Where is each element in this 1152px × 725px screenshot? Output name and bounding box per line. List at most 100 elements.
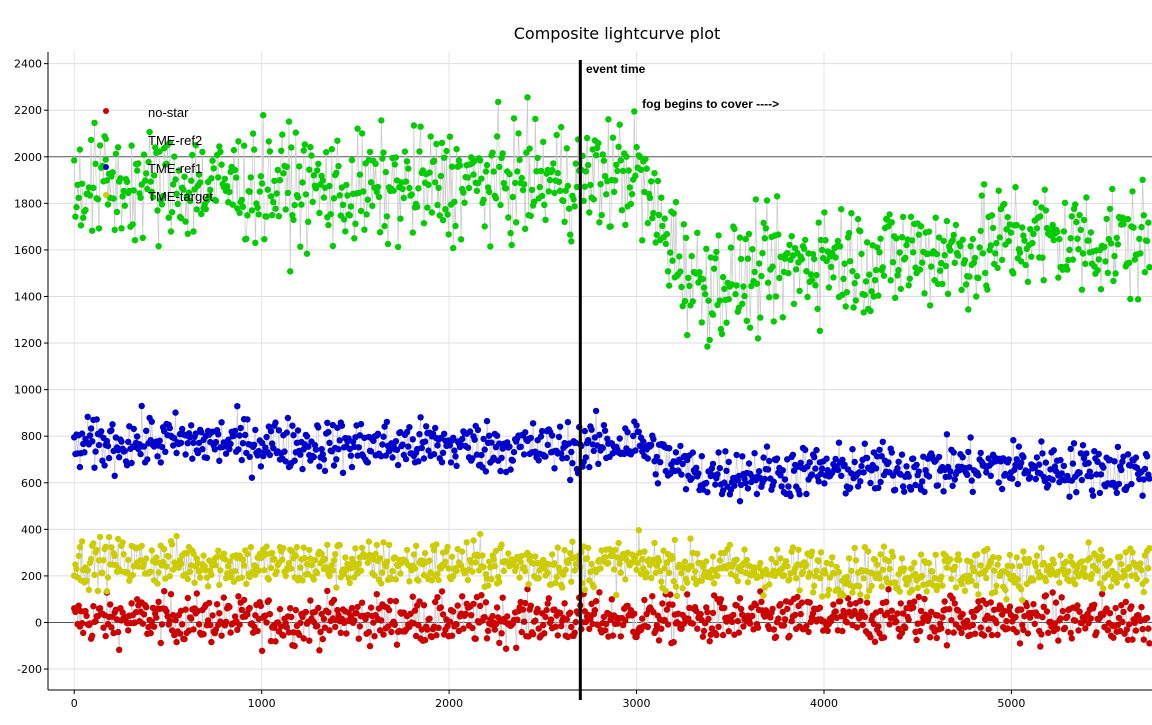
data-point (1028, 253, 1035, 260)
data-point (481, 446, 488, 453)
data-point (1066, 493, 1073, 500)
data-point (156, 437, 163, 444)
data-point (1016, 563, 1024, 570)
data-point (723, 467, 730, 474)
data-point (1042, 577, 1050, 585)
data-point (1079, 442, 1087, 449)
data-point (794, 593, 801, 601)
data-point (483, 161, 491, 169)
data-point (596, 589, 603, 596)
data-point (789, 451, 797, 458)
data-point (925, 559, 933, 567)
data-point (457, 236, 465, 243)
data-point (586, 209, 593, 216)
data-point (258, 647, 266, 654)
data-point (755, 260, 763, 267)
data-point (300, 544, 307, 551)
data-point (1075, 627, 1082, 634)
data-point (572, 160, 579, 167)
data-point (89, 438, 96, 445)
data-point (597, 181, 604, 188)
data-point (875, 484, 882, 491)
data-point (84, 567, 91, 574)
data-point (787, 492, 794, 500)
data-point (895, 266, 902, 274)
data-point (688, 475, 695, 482)
data-point (735, 629, 743, 636)
data-point (109, 421, 116, 428)
data-point (766, 294, 773, 301)
data-point (699, 275, 707, 283)
data-point (845, 229, 853, 237)
data-point (315, 160, 322, 167)
data-point (236, 432, 243, 439)
data-point (664, 268, 672, 275)
data-point (1032, 562, 1040, 570)
data-point (505, 214, 512, 221)
data-point (1087, 473, 1095, 480)
data-point (263, 543, 270, 550)
data-point (895, 458, 902, 465)
data-point (197, 574, 204, 581)
data-point (561, 600, 568, 607)
data-point (284, 189, 292, 197)
data-point (880, 272, 888, 279)
data-point (371, 572, 378, 579)
data-point (1098, 590, 1106, 598)
data-point (1038, 631, 1045, 638)
data-point (300, 635, 307, 642)
data-point (1139, 176, 1146, 183)
data-point (849, 589, 856, 596)
data-point (1042, 459, 1050, 466)
data-point (216, 143, 223, 150)
data-point (310, 172, 317, 179)
data-point (200, 631, 207, 638)
data-point (636, 153, 644, 160)
data-point (676, 253, 683, 260)
data-point (420, 602, 428, 609)
data-point (1050, 447, 1058, 454)
data-point (636, 442, 644, 449)
data-point (190, 626, 197, 633)
data-point (326, 439, 333, 446)
data-point (532, 115, 539, 123)
data-point (632, 552, 639, 560)
data-point (933, 634, 940, 642)
data-point (170, 442, 177, 449)
data-point (581, 586, 588, 593)
data-point (973, 293, 980, 300)
data-point (784, 250, 791, 257)
data-point (969, 235, 976, 243)
data-point (694, 550, 701, 557)
data-point (154, 207, 161, 214)
data-point (272, 205, 279, 212)
data-point (147, 568, 154, 575)
data-point (300, 147, 307, 154)
data-point (1063, 558, 1070, 565)
data-point (173, 638, 180, 646)
data-point (102, 543, 109, 550)
data-point (863, 454, 871, 462)
data-point (282, 206, 289, 213)
data-point (82, 206, 89, 214)
data-point (367, 179, 375, 186)
data-point (872, 266, 880, 274)
data-point (590, 583, 597, 591)
data-point (433, 140, 440, 148)
data-point (993, 239, 1000, 247)
data-point (780, 622, 788, 629)
data-point (432, 424, 439, 432)
data-point (432, 179, 439, 186)
data-point (450, 573, 457, 580)
data-point (798, 256, 806, 263)
data-point (393, 446, 401, 454)
data-point (947, 468, 954, 475)
data-point (848, 210, 855, 217)
data-point (856, 583, 863, 590)
data-point (1112, 270, 1119, 277)
data-point (163, 608, 170, 615)
data-point (1021, 237, 1028, 244)
data-point (438, 588, 446, 595)
data-point (958, 286, 965, 293)
data-point (938, 625, 945, 632)
